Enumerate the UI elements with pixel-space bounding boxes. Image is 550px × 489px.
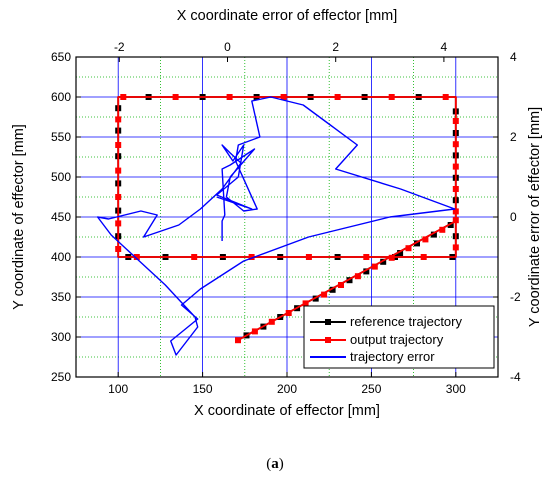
series-marker (452, 244, 459, 251)
legend-swatch-marker (325, 319, 331, 325)
series-marker (251, 328, 258, 335)
series-marker (115, 142, 122, 148)
series-marker (452, 186, 459, 192)
caption-letter: a (271, 456, 279, 472)
series-marker (430, 231, 437, 238)
figure-caption: (a) (0, 456, 550, 473)
series-marker (405, 245, 412, 252)
left-tick-label: 550 (51, 130, 71, 144)
series-marker (226, 94, 233, 100)
legend-entry-error: trajectory error (310, 349, 435, 364)
legend-entry-reference: reference trajectory (310, 314, 462, 329)
bottom-axis-title: X coordinate of effector [mm] (194, 403, 380, 419)
series-marker (133, 254, 140, 260)
right-tick-label: 2 (510, 130, 517, 144)
series-line (117, 96, 457, 342)
series-marker (422, 236, 429, 243)
legend-label: trajectory error (350, 349, 435, 364)
series-marker (354, 273, 361, 280)
series-marker (388, 94, 395, 100)
left-axis-title: Y coordinate of effector [mm] (11, 124, 27, 310)
left-tick-label: 300 (51, 330, 71, 344)
series-marker (235, 337, 241, 344)
series-marker (120, 94, 127, 100)
series-marker (414, 240, 420, 247)
series-marker (397, 250, 404, 256)
series-marker (115, 167, 122, 174)
bottom-tick-label: 200 (277, 382, 297, 396)
series-marker (452, 163, 459, 170)
axis-titles: X coordinate error of effector [mm] X co… (11, 8, 543, 419)
right-tick-label: -2 (510, 290, 521, 304)
series-marker (302, 300, 309, 307)
series-marker (334, 94, 341, 100)
series-marker (329, 286, 336, 293)
series-marker (420, 254, 427, 260)
left-tick-label: 250 (51, 370, 71, 384)
series-marker (115, 194, 122, 200)
series-marker (321, 291, 328, 298)
right-axis-title: Y coordinate error of effector [mm] (527, 107, 543, 327)
top-tick-label: 2 (332, 40, 339, 54)
legend-label: reference trajectory (350, 314, 462, 329)
left-tick-label: 600 (51, 90, 71, 104)
bottom-tick-label: 100 (108, 382, 128, 396)
series-marker (172, 94, 179, 100)
left-tick-label: 450 (51, 210, 71, 224)
series-marker (280, 94, 287, 100)
series-marker (248, 254, 255, 260)
bottom-tick-label: 250 (361, 382, 381, 396)
series-marker (115, 220, 122, 227)
legend-entry-output: output trajectory (310, 332, 444, 347)
top-tick-label: 4 (441, 40, 448, 54)
series-marker (371, 263, 378, 270)
series-marker (439, 226, 446, 233)
left-tick-label: 650 (51, 50, 71, 64)
series-marker (115, 116, 122, 123)
left-tick-label: 350 (51, 290, 71, 304)
series-marker (380, 258, 387, 265)
top-tick-label: -2 (114, 40, 125, 54)
top-tick-label: 0 (224, 40, 231, 54)
series-marker (268, 318, 275, 325)
right-tick-label: 0 (510, 210, 517, 224)
right-tick-label: 4 (510, 50, 517, 64)
series-marker (115, 246, 122, 252)
series-marker (363, 254, 370, 260)
series-marker (363, 268, 370, 275)
series-marker (191, 254, 198, 260)
bottom-tick-label: 150 (193, 382, 213, 396)
series-trajectory-error (96, 96, 456, 356)
legend-swatch-marker (325, 337, 331, 343)
series-marker (452, 217, 459, 224)
series-marker (452, 118, 459, 124)
series-marker (285, 310, 292, 316)
left-tick-label: 400 (51, 250, 71, 264)
series-marker (346, 277, 353, 284)
series-marker (338, 282, 344, 288)
series-output-trajectory (115, 94, 459, 344)
series-marker (452, 141, 459, 148)
series-line (96, 96, 456, 356)
series-marker (305, 254, 312, 260)
series-marker (388, 254, 395, 261)
caption-open: ( (266, 456, 272, 472)
caption-close: ) (278, 456, 284, 472)
series-marker (447, 222, 454, 228)
ticks: 100 150 200 250 3002503003504004505005506006… (51, 40, 521, 396)
legend-label: output trajectory (350, 332, 444, 347)
right-tick-label: -4 (510, 370, 521, 384)
series-marker (452, 208, 459, 215)
series-marker (442, 94, 449, 100)
bottom-tick-label: 300 (446, 382, 466, 396)
left-tick-label: 500 (51, 170, 71, 184)
series-layer (96, 94, 459, 356)
top-axis-title: X coordinate error of effector [mm] (177, 8, 398, 24)
legend: reference trajectory output trajectory t… (303, 305, 495, 369)
